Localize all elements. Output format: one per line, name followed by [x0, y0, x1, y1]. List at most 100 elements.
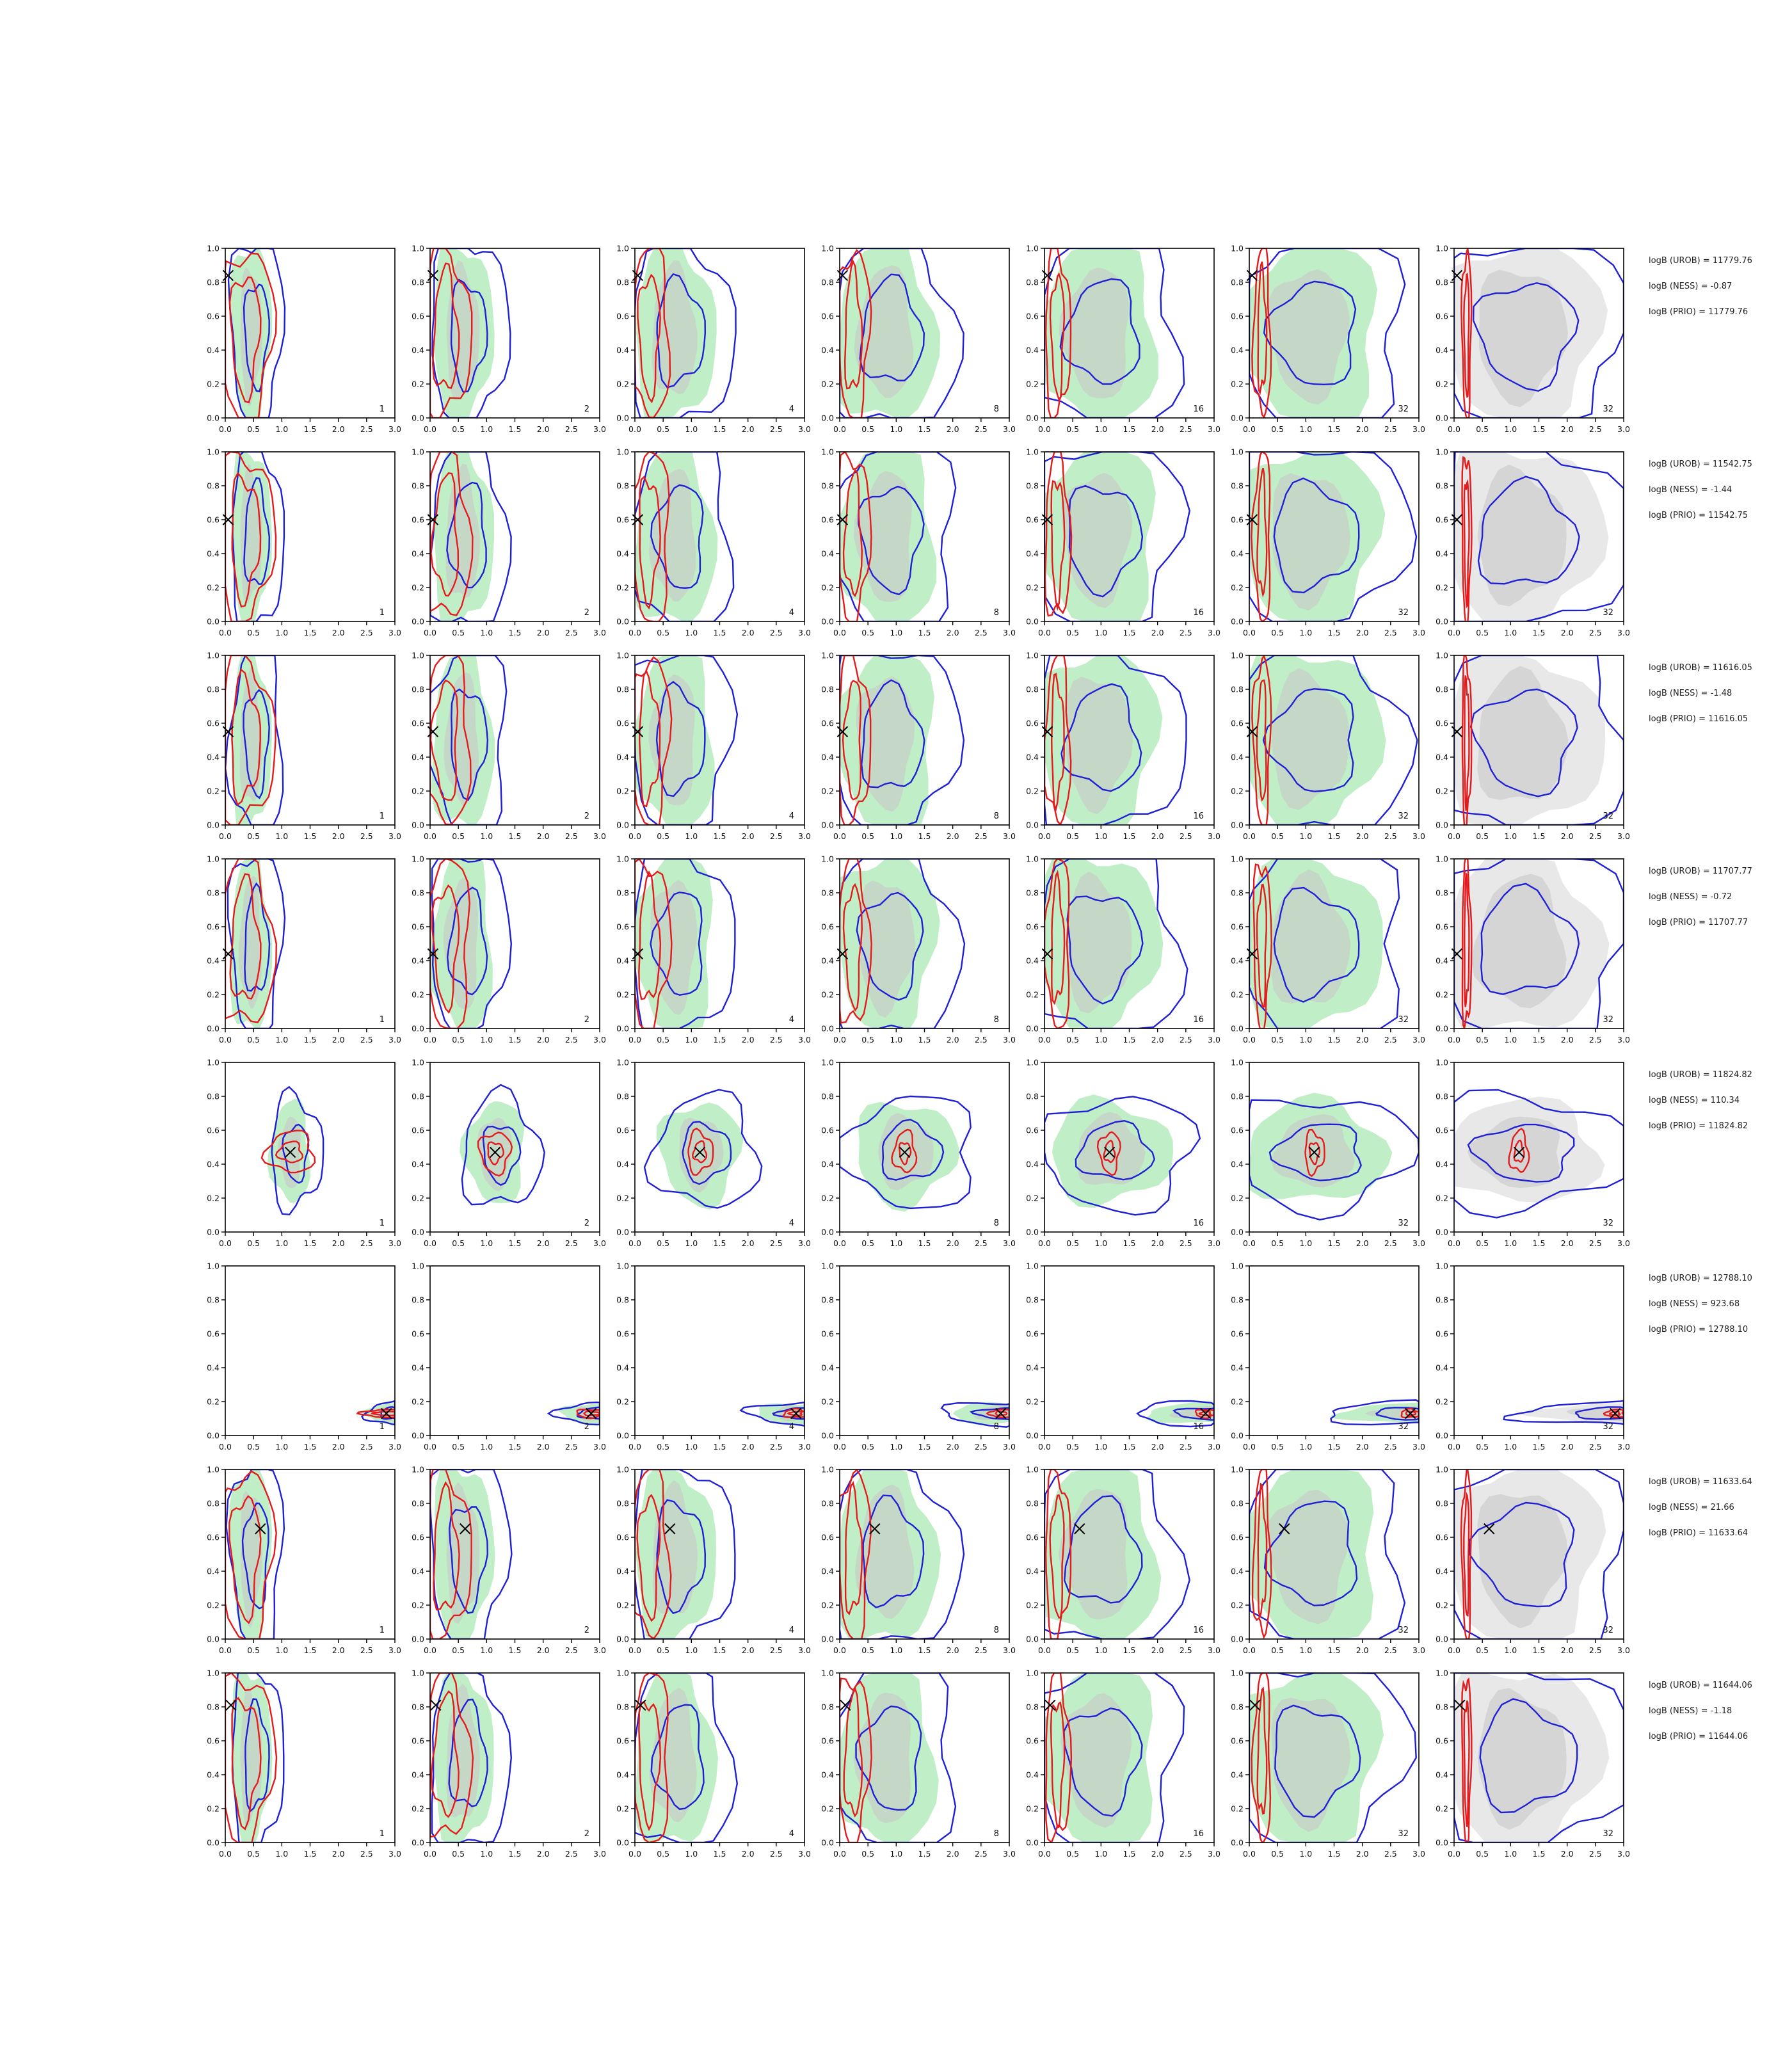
blue-contour-inner: [860, 679, 925, 788]
x-tick-label: 0.5: [452, 1238, 465, 1248]
panel-label: 32: [1603, 1015, 1613, 1025]
y-tick-label: 0.8: [207, 1092, 220, 1101]
y-tick-label: 0.6: [616, 719, 629, 728]
x-tick-label: 1.5: [509, 1645, 522, 1655]
y-tick-label: 0.8: [412, 685, 424, 694]
x-tick-label: 2.0: [537, 1035, 550, 1044]
y-tick-label: 0.6: [412, 719, 424, 728]
y-tick-label: 0.8: [412, 1499, 424, 1508]
y-tick-label: 1.0: [1026, 244, 1039, 253]
red-contour-outer: [635, 452, 670, 621]
y-tick-label: 0.4: [1231, 1770, 1244, 1780]
x-tick-label: 1.5: [1533, 1238, 1546, 1248]
x-tick-label: 0.0: [424, 831, 436, 841]
blue-contour-inner: [970, 1407, 1009, 1421]
red-contour-inner: [842, 468, 863, 598]
red-contour-inner: [1308, 1142, 1321, 1165]
x-tick-label: 2.5: [975, 1238, 988, 1248]
x-tick-label: 0.0: [1243, 831, 1256, 841]
x-tick-label: 1.0: [480, 1849, 493, 1859]
panel-r7-c2: 0.0 0.5 1.0 1.5 2.0 2.5 3.0 0.0 0.2 0.4 0.6 0.8 1.0 2: [412, 1465, 606, 1656]
y-tick-label: 0.6: [412, 515, 424, 525]
panel-r2-c1: 0.0 0.5 1.0 1.5 2.0 2.5 3.0 0.0 0.2 0.4 0.6 0.8 1.0 1: [207, 447, 401, 638]
x-tick-label: 1.5: [918, 424, 931, 434]
x-tick-label: 0.5: [657, 628, 669, 637]
panel-label: 2: [584, 404, 589, 414]
panel-contours: [1454, 1673, 1624, 1843]
x-tick-label: 0.5: [247, 1849, 260, 1859]
y-tick-label: 0.6: [616, 922, 629, 932]
blue-contour-outer: [1330, 1399, 1419, 1426]
panel-r7-c1: 0.0 0.5 1.0 1.5 2.0 2.5 3.0 0.0 0.2 0.4 0.6 0.8 1.0 1: [207, 1465, 401, 1656]
blue-contour-inner: [1268, 1123, 1363, 1181]
y-tick-label: 0.0: [821, 413, 834, 423]
x-tick-label: 1.0: [1094, 1645, 1107, 1655]
x-tick-label: 1.5: [1328, 831, 1341, 841]
x-tick-label: 1.0: [685, 831, 698, 841]
x-tick-label: 0.5: [657, 1645, 669, 1655]
x-tick-label: 3.0: [388, 1645, 401, 1655]
panel-contours: [635, 655, 739, 825]
x-tick-label: 0.5: [247, 1645, 260, 1655]
x-tick-label: 0.0: [1243, 1849, 1256, 1859]
y-tick-label: 0.4: [1026, 1567, 1039, 1576]
x-tick-label: 1.5: [1123, 1442, 1136, 1452]
y-tick-label: 0.4: [1026, 956, 1039, 966]
y-tick-label: 0.2: [412, 1804, 424, 1814]
logb-urob-row-3: logB (UROB) = 11616.05: [1649, 663, 1752, 673]
x-tick-label: 2.0: [742, 1442, 755, 1452]
logb-urob-row-1: logB (UROB) = 11779.76: [1649, 256, 1752, 266]
x-tick-label: 0.0: [424, 424, 436, 434]
blue-contour-inner: [1468, 1501, 1575, 1608]
blue-contour-inner: [446, 886, 488, 996]
panel-contours: [430, 248, 511, 418]
red-contour-outer: [1400, 1407, 1419, 1419]
blue-contour-inner: [650, 1704, 705, 1810]
truth-marker: [427, 948, 439, 960]
x-tick-label: 0.0: [628, 1442, 641, 1452]
x-tick-label: 2.0: [742, 1238, 755, 1248]
y-tick-label: 0.0: [207, 1431, 220, 1441]
x-tick-label: 0.0: [1448, 1645, 1460, 1655]
x-tick-label: 2.5: [1384, 1645, 1397, 1655]
x-tick-label: 3.0: [1617, 1849, 1630, 1859]
x-tick-label: 0.0: [628, 1849, 641, 1859]
panel-r1-c7: 0.0 0.5 1.0 1.5 2.0 2.5 3.0 0.0 0.2 0.4 0.6 0.8 1.0 3…: [1436, 244, 1630, 435]
x-tick-label: 0.0: [1448, 1035, 1460, 1044]
panel-r7-c6: 0.0 0.5 1.0 1.5 2.0 2.5 3.0 0.0 0.2 0.4 0.6 0.8 1.0 3…: [1231, 1465, 1425, 1656]
y-tick-label: 0.2: [207, 1804, 220, 1814]
blue-contour-inner: [881, 1119, 945, 1181]
y-tick-label: 0.2: [412, 990, 424, 1000]
x-tick-label: 2.0: [742, 831, 755, 841]
logb-ness-row-8: logB (NESS) = -1.18: [1649, 1706, 1732, 1716]
y-tick-label: 0.0: [1436, 820, 1448, 830]
blue-contour-inner: [1274, 1704, 1361, 1818]
x-tick-label: 2.5: [770, 628, 783, 637]
panel-contours: [1454, 1089, 1624, 1219]
y-tick-label: 0.6: [616, 1126, 629, 1135]
y-tick-label: 0.2: [616, 787, 629, 796]
y-tick-label: 0.8: [616, 1295, 629, 1305]
x-tick-label: 1.0: [480, 1442, 493, 1452]
x-tick-label: 1.5: [714, 1849, 726, 1859]
y-tick-label: 0.4: [207, 956, 220, 966]
y-tick-label: 0.4: [1231, 1567, 1244, 1576]
red-contour-inner: [1463, 1700, 1470, 1827]
x-tick-label: 2.0: [1356, 1849, 1369, 1859]
x-tick-label: 0.5: [657, 424, 669, 434]
y-tick-label: 0.2: [412, 583, 424, 593]
panel-label: 2: [584, 1015, 589, 1025]
x-tick-label: 3.0: [1412, 831, 1425, 841]
truth-marker: [489, 1146, 501, 1158]
red-contour-outer: [225, 1673, 278, 1843]
logb-ness-row-4: logB (NESS) = -0.72: [1649, 892, 1732, 902]
red-contour-outer: [840, 655, 872, 825]
y-tick-label: 0.6: [1026, 1126, 1039, 1135]
red-contour-inner: [1256, 883, 1267, 1009]
x-tick-label: 1.0: [1299, 1442, 1312, 1452]
y-tick-label: 1.0: [1026, 854, 1039, 864]
x-tick-label: 0.5: [247, 831, 260, 841]
y-tick-label: 1.0: [1026, 1465, 1039, 1475]
panel-r8-c4: 0.0 0.5 1.0 1.5 2.0 2.5 3.0 0.0 0.2 0.4 0.6 0.8 1.0 8: [821, 1668, 1016, 1859]
x-tick-label: 2.0: [1356, 628, 1369, 637]
